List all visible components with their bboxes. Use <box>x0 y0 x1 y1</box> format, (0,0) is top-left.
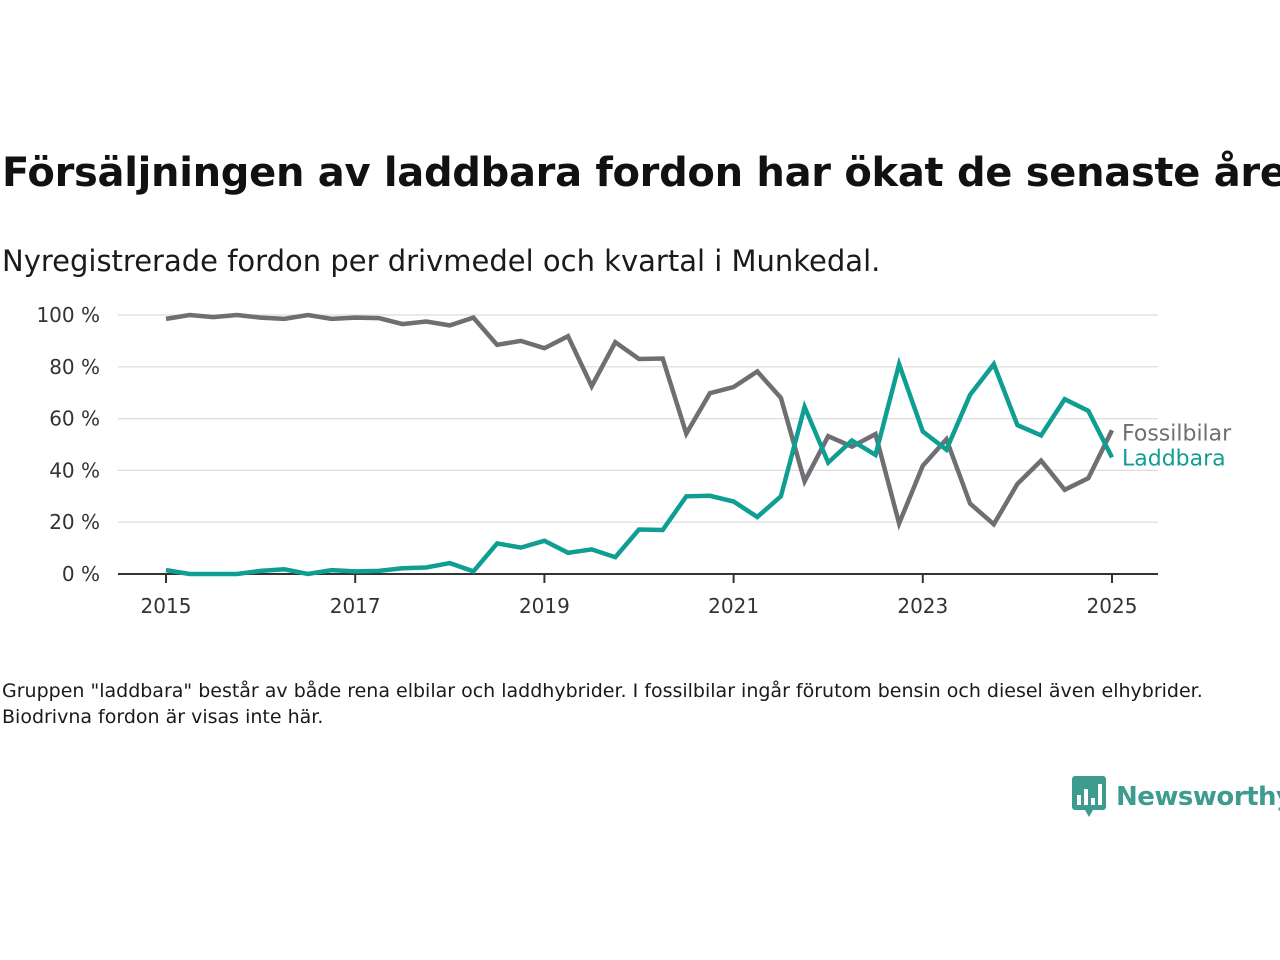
logo-text: Newsworthy <box>1116 782 1280 812</box>
chart-title: Försäljningen av laddbara fordon har öka… <box>2 150 1280 196</box>
y-tick-label: 100 % <box>36 303 100 327</box>
bar-chart-speech-icon <box>1072 776 1106 817</box>
x-tick-label: 2021 <box>708 594 759 618</box>
series-label-laddbara: Laddbara <box>1122 446 1226 471</box>
line-chart: 0 % 20 % 40 % 60 % 80 % 100 % 2015 2017 2019 202… <box>36 303 1232 618</box>
chart-subtitle: Nyregistrerade fordon per drivmedel och … <box>2 244 881 278</box>
y-tick-label: 60 % <box>49 407 100 431</box>
x-tick-label: 2017 <box>330 594 381 618</box>
y-tick-label: 80 % <box>49 355 100 379</box>
y-tick-label: 20 % <box>49 510 100 534</box>
x-tick-label: 2025 <box>1087 594 1138 618</box>
newsworthy-logo[interactable]: Newsworthy <box>1072 776 1280 818</box>
x-axis: 2015 2017 2019 2021 2023 2025 <box>118 573 1158 618</box>
series-line-fossilbilar <box>165 312 1115 531</box>
series-label-fossilbilar: Fossilbilar <box>1122 421 1232 446</box>
x-tick-label: 2023 <box>897 594 948 618</box>
series-lines <box>165 312 1115 577</box>
series-line-laddbara <box>165 356 1115 577</box>
footnote: Gruppen "laddbara" består av både rena e… <box>2 680 1203 728</box>
y-tick-label: 0 % <box>62 562 100 586</box>
x-tick-label: 2015 <box>141 594 192 618</box>
y-tick-label: 40 % <box>49 458 100 482</box>
x-tick-label: 2019 <box>519 594 570 618</box>
grid-lines <box>118 314 1158 523</box>
y-axis-ticks: 0 % 20 % 40 % 60 % 80 % 100 % <box>36 303 100 586</box>
